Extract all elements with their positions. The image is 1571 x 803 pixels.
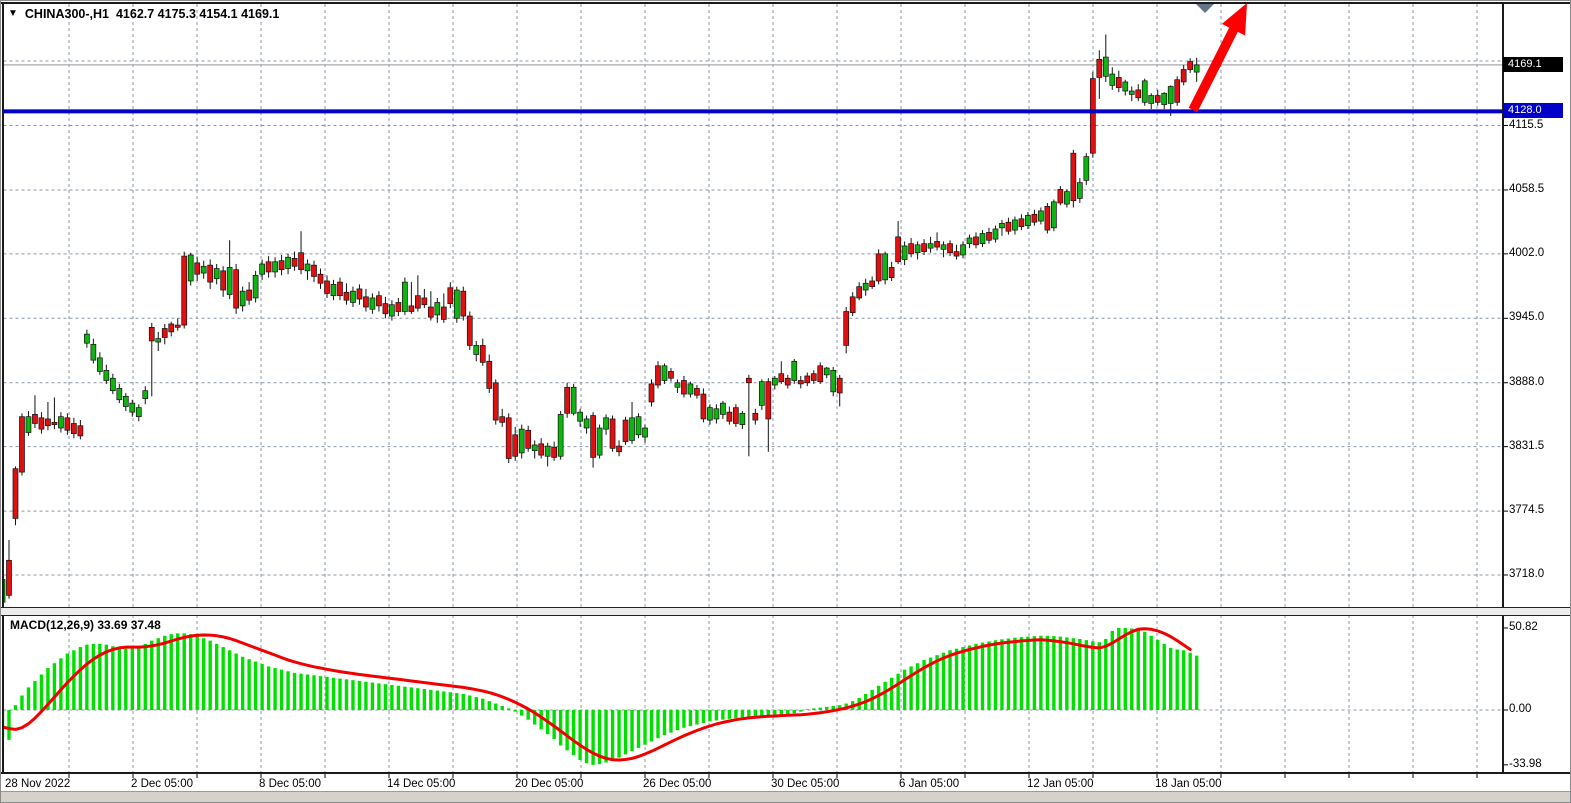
price-gridlines (3, 60, 1502, 576)
support-level-line[interactable] (3, 109, 1503, 114)
trend-arrow[interactable] (1188, 3, 1247, 113)
macd-signal-line (3, 627, 1192, 762)
time-scale-divider[interactable] (0, 772, 1571, 774)
time-axis-label: 12 Jan 05:00 (1027, 778, 1094, 790)
price-axis-label: 4058.5 (1509, 182, 1545, 195)
time-axis-ticks (68, 773, 1478, 778)
price-scale-divider[interactable] (1502, 2, 1504, 773)
ohlc-readout: 4162.7 4175.3 4154.1 4169.1 (115, 7, 280, 21)
window-top-border (0, 2, 1571, 4)
time-axis-label: 20 Dec 05:00 (515, 778, 584, 790)
price-axis-label: 3888.0 (1509, 375, 1545, 388)
chart-title-row: ▼ CHINA300-,H1 4162.7 4175.3 4154.1 4169… (8, 7, 279, 21)
window-bottom-strip (0, 791, 1571, 803)
macd-axis-label: 0.00 (1509, 703, 1532, 715)
time-axis-label: 28 Nov 2022 (5, 778, 71, 790)
time-axis-label: 8 Dec 05:00 (259, 778, 322, 790)
price-axis-label: 3718.0 (1509, 568, 1545, 580)
time-marker-icon[interactable] (1196, 4, 1214, 13)
time-axis-label: 6 Jan 05:00 (899, 778, 960, 790)
macd-indicator-label: MACD(12,26,9) 33.69 37.48 (10, 618, 161, 632)
macd-histogram (3, 628, 1199, 765)
vertical-gridlines (68, 4, 1478, 607)
level-price-badge: 4128.0 (1503, 103, 1563, 119)
time-axis-label: 30 Dec 05:00 (771, 778, 840, 790)
time-axis-label: 26 Dec 05:00 (643, 778, 712, 790)
pane-splitter[interactable] (0, 607, 1571, 616)
time-axis-label: 18 Jan 05:00 (1155, 778, 1222, 790)
time-axis-label: 2 Dec 05:00 (131, 778, 194, 790)
price-axis-label: 3945.0 (1509, 311, 1545, 324)
price-axis-label: 4002.0 (1509, 246, 1545, 259)
macd-axis-label: 50.82 (1509, 621, 1538, 633)
time-axis-label: 14 Dec 05:00 (387, 778, 456, 790)
symbol-period-title: CHINA300-,H1 (24, 7, 109, 21)
price-axis-label: 3774.5 (1509, 504, 1545, 517)
symbol-dropdown-icon[interactable]: ▼ (8, 8, 18, 19)
macd-axis-label: -33.98 (1509, 757, 1542, 770)
window-left-border (2, 2, 4, 773)
current-price-badge: 4169.1 (1503, 56, 1563, 72)
price-axis-label: 4115.5 (1509, 118, 1544, 131)
candlestick-series[interactable] (0, 34, 1200, 608)
price-axis-label: 3831.5 (1509, 439, 1545, 452)
